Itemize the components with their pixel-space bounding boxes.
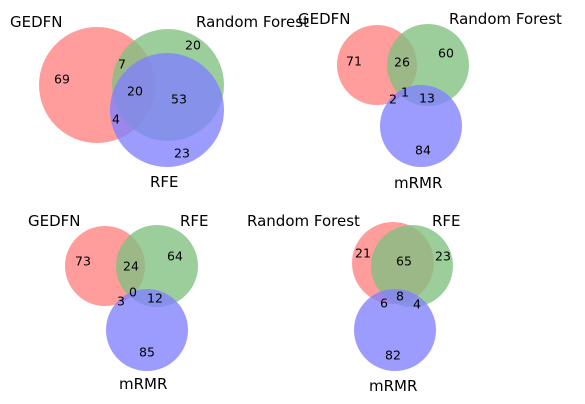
set-c-circle — [380, 85, 462, 167]
set-c-circle — [106, 289, 188, 371]
region-a-only: 71 — [346, 54, 362, 69]
region-ab: 7 — [118, 57, 126, 72]
region-ac: 4 — [112, 112, 120, 127]
venn-diagram-4: Random Forest RFE mRMR 21 23 82 65 6 4 8 — [247, 212, 461, 395]
set-b-label: Random Forest — [449, 10, 562, 28]
region-b-only: 20 — [185, 38, 201, 53]
region-a-only: 73 — [75, 254, 91, 269]
set-b-circle — [387, 24, 469, 106]
set-c-circle — [110, 53, 224, 167]
set-a-label: Random Forest — [247, 212, 360, 230]
region-abc: 8 — [396, 289, 404, 304]
region-abc: 0 — [129, 285, 137, 300]
set-a-label: GEDFN — [28, 212, 81, 230]
set-a-label: GEDFN — [10, 13, 63, 31]
set-b-circle — [371, 225, 453, 307]
set-c-label: mRMR — [119, 375, 167, 393]
set-b-label: Random Forest — [196, 13, 309, 31]
region-c-only: 82 — [385, 348, 401, 363]
region-b-only: 23 — [435, 249, 451, 264]
region-ab: 65 — [396, 254, 412, 269]
region-ac: 3 — [117, 294, 125, 309]
venn-diagram-3: GEDFN RFE mRMR 73 64 85 24 3 12 0 — [28, 212, 209, 393]
set-b-label: RFE — [180, 212, 209, 230]
region-c-only: 85 — [139, 345, 155, 360]
region-b-only: 60 — [438, 46, 454, 61]
region-c-only: 23 — [174, 146, 190, 161]
venn-diagram-2: GEDFN Random Forest mRMR 71 60 84 26 2 1… — [298, 10, 562, 192]
region-bc: 12 — [147, 291, 163, 306]
region-abc: 1 — [401, 85, 409, 100]
set-c-label: mRMR — [369, 377, 417, 395]
region-a-only: 69 — [54, 72, 70, 87]
region-ac: 2 — [389, 92, 397, 107]
region-abc: 20 — [127, 84, 143, 99]
region-bc: 53 — [171, 92, 187, 107]
set-a-label: GEDFN — [298, 10, 351, 28]
region-ab: 26 — [394, 55, 410, 70]
set-b-circle — [116, 225, 198, 307]
region-bc: 4 — [413, 297, 421, 312]
set-b-label: RFE — [432, 212, 461, 230]
region-ac: 6 — [380, 296, 388, 311]
region-b-only: 64 — [167, 249, 183, 264]
region-c-only: 84 — [415, 143, 431, 158]
set-c-circle — [354, 289, 436, 371]
region-a-only: 21 — [355, 246, 371, 261]
venn-diagram-1: GEDFN Random Forest RFE 69 20 23 7 4 53 … — [10, 13, 309, 191]
region-bc: 13 — [419, 91, 435, 106]
set-c-label: RFE — [150, 173, 179, 191]
region-ab: 24 — [123, 259, 139, 274]
set-c-label: mRMR — [394, 174, 442, 192]
